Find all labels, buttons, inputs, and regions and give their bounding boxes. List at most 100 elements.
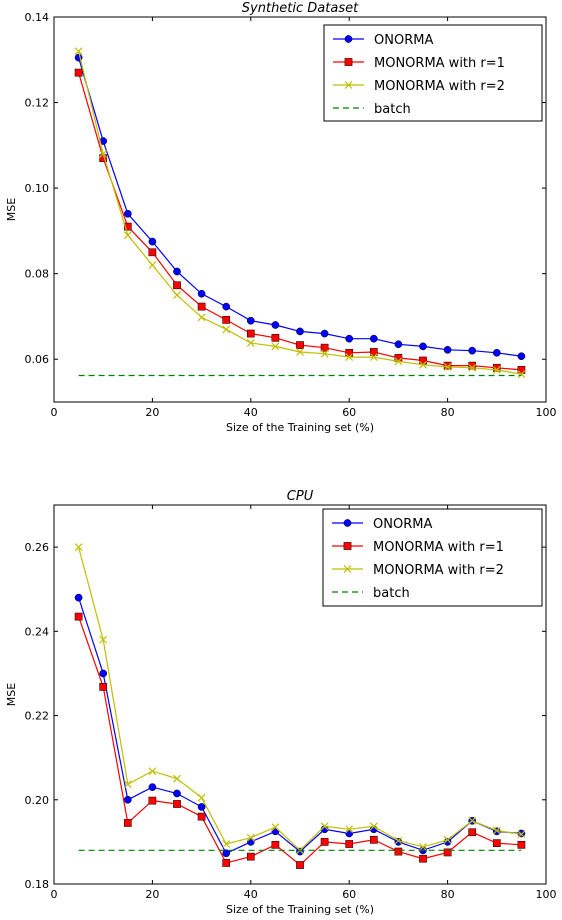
- data-point-onorma: [345, 334, 354, 343]
- data-point-monorma-with-r-1: [517, 840, 526, 849]
- data-point-monorma-with-r-2: [345, 353, 354, 362]
- data-point-monorma-with-r-2: [173, 774, 181, 783]
- legend-label: batch: [373, 586, 410, 601]
- cpu-chart: CPU 0 20 40 60 80 100 0.18 0.20 0.22 0.24 0.26 Size …: [5, 489, 557, 916]
- data-point-monorma-with-r-2: [394, 836, 403, 845]
- x-tick-label: 0: [51, 406, 58, 419]
- data-point-monorma-with-r-2: [492, 365, 501, 374]
- legend-label: MONORMA with r=1: [373, 540, 504, 555]
- legend-box: [323, 24, 543, 122]
- y-tick-label: 0.14: [25, 11, 50, 24]
- data-point-onorma: [296, 327, 304, 336]
- data-point-monorma-with-r-1: [419, 854, 427, 863]
- data-point-monorma-with-r-2: [197, 793, 206, 802]
- data-point-monorma-with-r-2: [296, 348, 304, 356]
- legend-label: ONORMA: [374, 33, 433, 48]
- data-point-onorma: [173, 267, 181, 276]
- series-layer: [74, 543, 526, 869]
- data-point-monorma-with-r-1: [443, 848, 452, 857]
- chart-title: CPU: [287, 489, 314, 504]
- legend-label: MONORMA with r=1: [374, 56, 505, 71]
- data-point-monorma-with-r-2: [443, 362, 452, 371]
- data-point-monorma-with-r-2: [492, 826, 501, 835]
- data-point-monorma-with-r-1: [222, 316, 231, 324]
- legend-label: batch: [374, 102, 411, 117]
- x-axis-label: Size of the Training set (%): [226, 421, 374, 434]
- data-point-monorma-with-r-2: [517, 370, 526, 379]
- data-point-onorma: [419, 342, 427, 351]
- data-point-monorma-with-r-2: [222, 840, 231, 848]
- x-tick-label: 40: [244, 406, 258, 419]
- data-point-monorma-with-r-1: [123, 222, 132, 231]
- data-point-monorma-with-r-1: [345, 840, 354, 848]
- data-point-onorma: [197, 803, 206, 811]
- legend-marker: [344, 58, 353, 66]
- data-point-monorma-with-r-1: [394, 847, 403, 856]
- x-tick-label: 60: [342, 888, 356, 901]
- data-point-monorma-with-r-2: [99, 635, 108, 644]
- data-point-onorma: [123, 209, 132, 218]
- data-point-monorma-with-r-2: [419, 843, 427, 851]
- data-point-onorma: [369, 334, 378, 343]
- data-point-monorma-with-r-1: [197, 302, 206, 311]
- legend-label: MONORMA with r=2: [373, 563, 504, 578]
- y-tick-label: 0.22: [25, 710, 50, 723]
- data-point-monorma-with-r-2: [271, 342, 280, 351]
- data-point-monorma-with-r-1: [320, 838, 329, 846]
- legend: ONORMA MONORMA with r=1 MONORMA with r=2 ba…: [323, 24, 543, 122]
- y-axis-label: MSE: [5, 198, 18, 221]
- x-tick-label: 80: [441, 888, 455, 901]
- series-layer: [74, 47, 526, 379]
- data-point-monorma-with-r-1: [99, 683, 108, 691]
- x-tick-label: 100: [536, 406, 557, 419]
- data-point-monorma-with-r-2: [246, 833, 255, 842]
- data-point-onorma: [394, 340, 403, 349]
- data-point-monorma-with-r-2: [394, 357, 403, 366]
- data-point-monorma-with-r-2: [74, 47, 83, 56]
- data-point-onorma: [296, 847, 304, 856]
- y-tick-label: 0.12: [25, 97, 50, 110]
- y-tick-label: 0.08: [25, 268, 50, 281]
- data-point-monorma-with-r-2: [74, 543, 83, 552]
- data-point-onorma: [492, 348, 501, 357]
- y-tick-label: 0.20: [25, 794, 50, 807]
- data-point-monorma-with-r-2: [443, 835, 452, 844]
- data-point-onorma: [74, 593, 83, 602]
- data-point-monorma-with-r-1: [173, 800, 181, 808]
- data-point-monorma-with-r-1: [271, 840, 280, 849]
- x-tick-label: 100: [536, 888, 557, 901]
- data-point-monorma-with-r-2: [369, 353, 378, 362]
- data-point-onorma: [517, 352, 526, 361]
- data-point-onorma: [246, 316, 255, 325]
- data-point-monorma-with-r-2: [148, 261, 157, 270]
- data-point-onorma: [197, 289, 206, 298]
- legend-box: [322, 508, 543, 607]
- data-point-monorma-with-r-1: [492, 363, 501, 372]
- chart-title: Synthetic Dataset: [242, 1, 359, 16]
- data-point-monorma-with-r-1: [320, 343, 329, 352]
- data-point-monorma-with-r-1: [197, 812, 206, 821]
- data-point-monorma-with-r-2: [419, 360, 427, 369]
- data-point-monorma-with-r-1: [468, 361, 477, 370]
- data-point-monorma-with-r-2: [320, 822, 329, 831]
- data-point-monorma-with-r-1: [123, 819, 132, 827]
- data-point-monorma-with-r-1: [369, 348, 378, 356]
- legend-marker: [343, 565, 352, 573]
- data-point-monorma-with-r-2: [222, 325, 231, 334]
- y-tick-label: 0.26: [25, 541, 50, 554]
- data-point-monorma-with-r-2: [345, 825, 354, 834]
- data-point-monorma-with-r-2: [148, 767, 157, 776]
- y-tick-label: 0.24: [25, 625, 50, 638]
- data-point-monorma-with-r-2: [99, 149, 108, 158]
- data-point-monorma-with-r-2: [468, 363, 477, 372]
- data-point-onorma: [123, 795, 132, 804]
- data-point-monorma-with-r-2: [517, 830, 526, 839]
- synthetic-dataset-chart: Synthetic Dataset 0 20 40 60 80 100 0.06 0.08 0.1…: [5, 1, 557, 434]
- x-tick-label: 80: [441, 406, 455, 419]
- data-point-monorma-with-r-1: [296, 861, 304, 869]
- data-point-onorma: [443, 345, 452, 354]
- legend-marker: [344, 35, 353, 43]
- data-point-onorma: [271, 321, 280, 329]
- data-point-monorma-with-r-1: [492, 839, 501, 848]
